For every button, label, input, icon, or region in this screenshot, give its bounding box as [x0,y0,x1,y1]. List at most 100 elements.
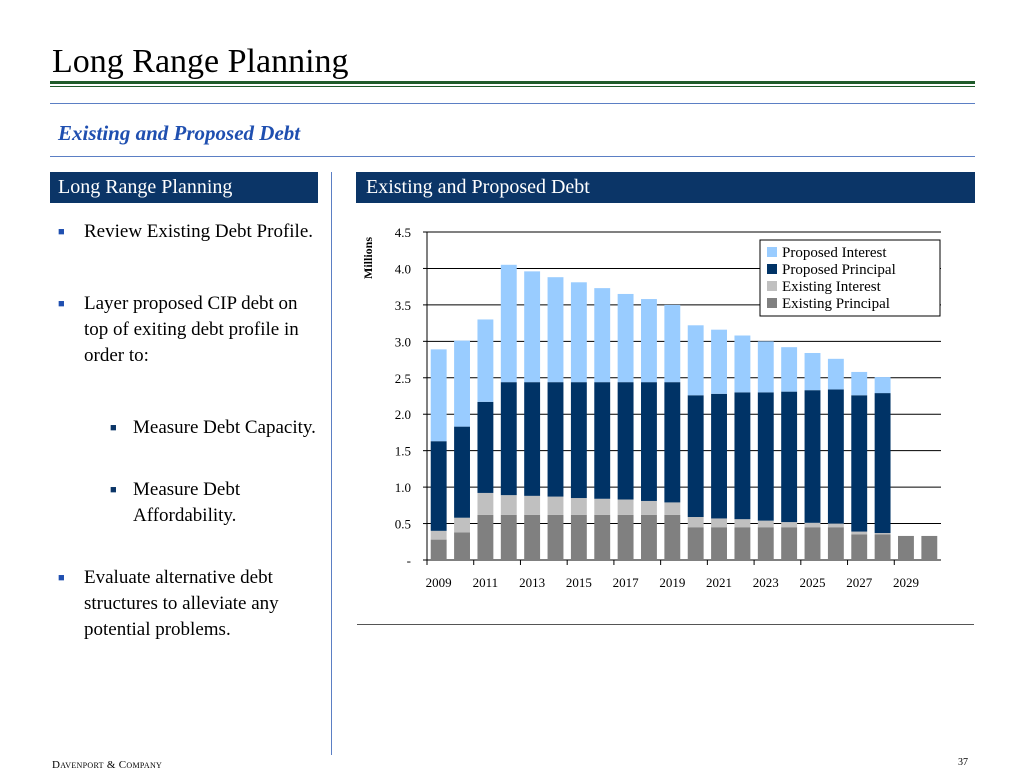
bar-segment [477,492,494,515]
bar-segment [874,377,891,394]
x-tick-label: 2027 [846,575,873,590]
bar-segment [734,392,751,520]
bar-segment [430,530,447,540]
bar-segment [687,395,704,517]
bar-segment [594,288,611,383]
bar-segment [594,498,611,515]
bar-segment [570,282,587,383]
divider-top [50,103,975,104]
bar-segment [851,371,868,396]
bar-segment [454,340,470,427]
y-tick-label: 0.5 [395,517,411,532]
y-axis-label: Millions [361,237,375,279]
bar-segment [617,382,634,500]
bullet-text: Layer proposed CIP debt on top of exitin… [84,293,299,366]
bar-segment [781,522,798,528]
bar-segment [430,539,447,560]
bar-segment [500,382,517,496]
bar-segment [851,531,868,535]
y-tick-label: 4.0 [395,261,411,276]
title-rule-thin [50,86,975,87]
page-title: Long Range Planning [52,43,349,80]
bar-segment [687,527,704,560]
bullet-marker-icon: ■ [58,572,65,584]
bar-segment [477,319,494,402]
bar-segment [711,527,727,560]
bullet-marker-icon: ■ [58,298,65,310]
bar-segment [570,498,587,515]
bar-segment [547,514,564,560]
bar-segment [757,527,774,560]
chart-bottom-rule [357,624,974,625]
bar-segment [804,390,821,523]
page-subtitle: Existing and Proposed Debt [58,121,301,145]
bar-segment [781,347,798,392]
page-number: 37 [958,757,968,768]
bar-segment [757,520,774,528]
legend-swatch [767,264,777,274]
bar-segment [711,329,727,394]
bar-segment [477,401,494,493]
right-section-header: Existing and Proposed Debt [356,172,975,203]
bullet-text: Evaluate alternative debt structures to … [84,567,279,640]
x-tick-label: 2009 [426,575,452,590]
bar-segment [547,496,564,515]
bar-segment [734,527,751,560]
bar-segment [641,299,657,383]
bar-segment [851,395,868,532]
bar-segment [827,389,844,524]
x-tick-label: 2021 [706,575,732,590]
legend-label: Proposed Principal [782,262,896,278]
bar-segment [570,382,587,499]
bar-segment [804,522,821,528]
y-tick-label: - [407,553,411,568]
bar-segment [594,382,611,499]
bar-segment [524,514,541,560]
bar-segment [781,391,798,523]
bar-segment [711,393,727,519]
bar-segment [781,527,798,560]
x-tick-label: 2023 [753,575,779,590]
bar-segment [594,514,611,560]
y-tick-label: 3.0 [395,334,411,349]
bar-segment [757,392,774,521]
sub-bullet-item: ■ Measure Debt Capacity. [58,415,318,441]
bar-segment [500,514,517,560]
bar-segment [617,293,634,383]
bar-segment [664,304,681,383]
bar-segment [874,533,891,535]
bar-segment [874,393,891,534]
divider-bottom [50,156,975,157]
sub-bullet-item: ■ Measure Debt Affordability. [58,477,318,529]
bar-segment [524,382,541,496]
bullet-text: Review Existing Debt Profile. [84,221,314,242]
footer-company-text: Davenport & Company [52,759,163,771]
y-tick-label: 4.5 [395,225,411,240]
bar-segment [454,426,470,518]
bar-segment [570,514,587,560]
bar-segment [664,514,681,560]
left-section-header: Long Range Planning [50,172,318,203]
y-tick-label: 3.5 [395,298,411,313]
legend-label: Existing Principal [782,296,890,312]
column-divider [331,172,332,755]
legend-box [759,239,941,317]
bar-segment [617,514,634,560]
bar-segment [827,523,844,528]
bar-segment [641,382,657,501]
legend-label: Proposed Interest [782,245,887,261]
x-tick-label: 2029 [893,575,919,590]
bar-segment [500,495,517,515]
bullet-marker-icon: ■ [58,226,65,238]
bar-segment [641,514,657,560]
bullet-list: ■ Review Existing Debt Profile. ■ Layer p… [58,219,318,643]
bullet-marker-icon: ■ [110,484,117,496]
bar-segment [757,341,774,393]
bar-segment [664,382,681,503]
x-tick-label: 2013 [519,575,545,590]
y-tick-label: 2.0 [395,407,411,422]
debt-chart: - 0.5 1.0 1.5 2.0 2.5 3.0 3.5 4.0 4.5 Millions 2009… [361,225,941,590]
footer-company: Davenport & Company [52,759,162,771]
x-tick-label: 2019 [659,575,685,590]
bullet-text: Measure Debt Affordability. [133,479,241,526]
